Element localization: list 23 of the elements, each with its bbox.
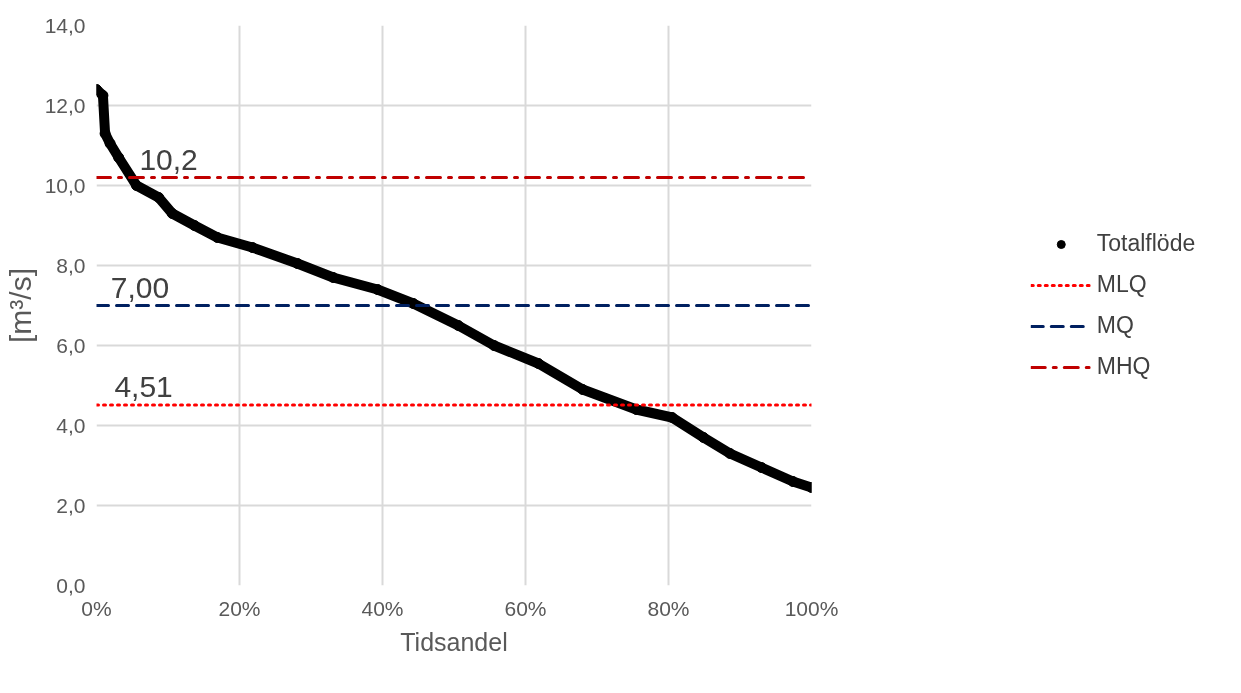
y-axis-title: [m³/s] (3, 267, 37, 343)
legend-label: MLQ (1096, 271, 1147, 298)
y-tick-label: 14,0 (44, 13, 86, 37)
x-tick-label: 60% (504, 596, 547, 620)
y-tick-label: 8,0 (56, 253, 86, 277)
y-tick-label: 6,0 (56, 333, 86, 357)
legend-label: Totalflöde (1096, 230, 1196, 257)
legend-label: MQ (1096, 312, 1134, 339)
y-tick-label: 12,0 (44, 93, 86, 117)
x-tick-label: 80% (647, 596, 690, 620)
x-tick-label: 40% (361, 596, 404, 620)
legend-label: MHQ (1096, 353, 1151, 380)
annotation: 4,51 (114, 370, 173, 404)
x-tick-label: 100% (784, 596, 839, 620)
x-tick-label: 20% (218, 596, 261, 620)
x-axis-title: Tidsandel (400, 627, 508, 656)
x-tick-label: 0% (81, 596, 112, 620)
y-tick-label: 10,0 (44, 173, 86, 197)
annotation: 10,2 (139, 142, 198, 176)
y-tick-label: 2,0 (56, 493, 86, 517)
y-tick-label: 0,0 (56, 573, 86, 597)
annotation: 7,00 (110, 270, 170, 304)
y-tick-label: 4,0 (56, 413, 86, 437)
